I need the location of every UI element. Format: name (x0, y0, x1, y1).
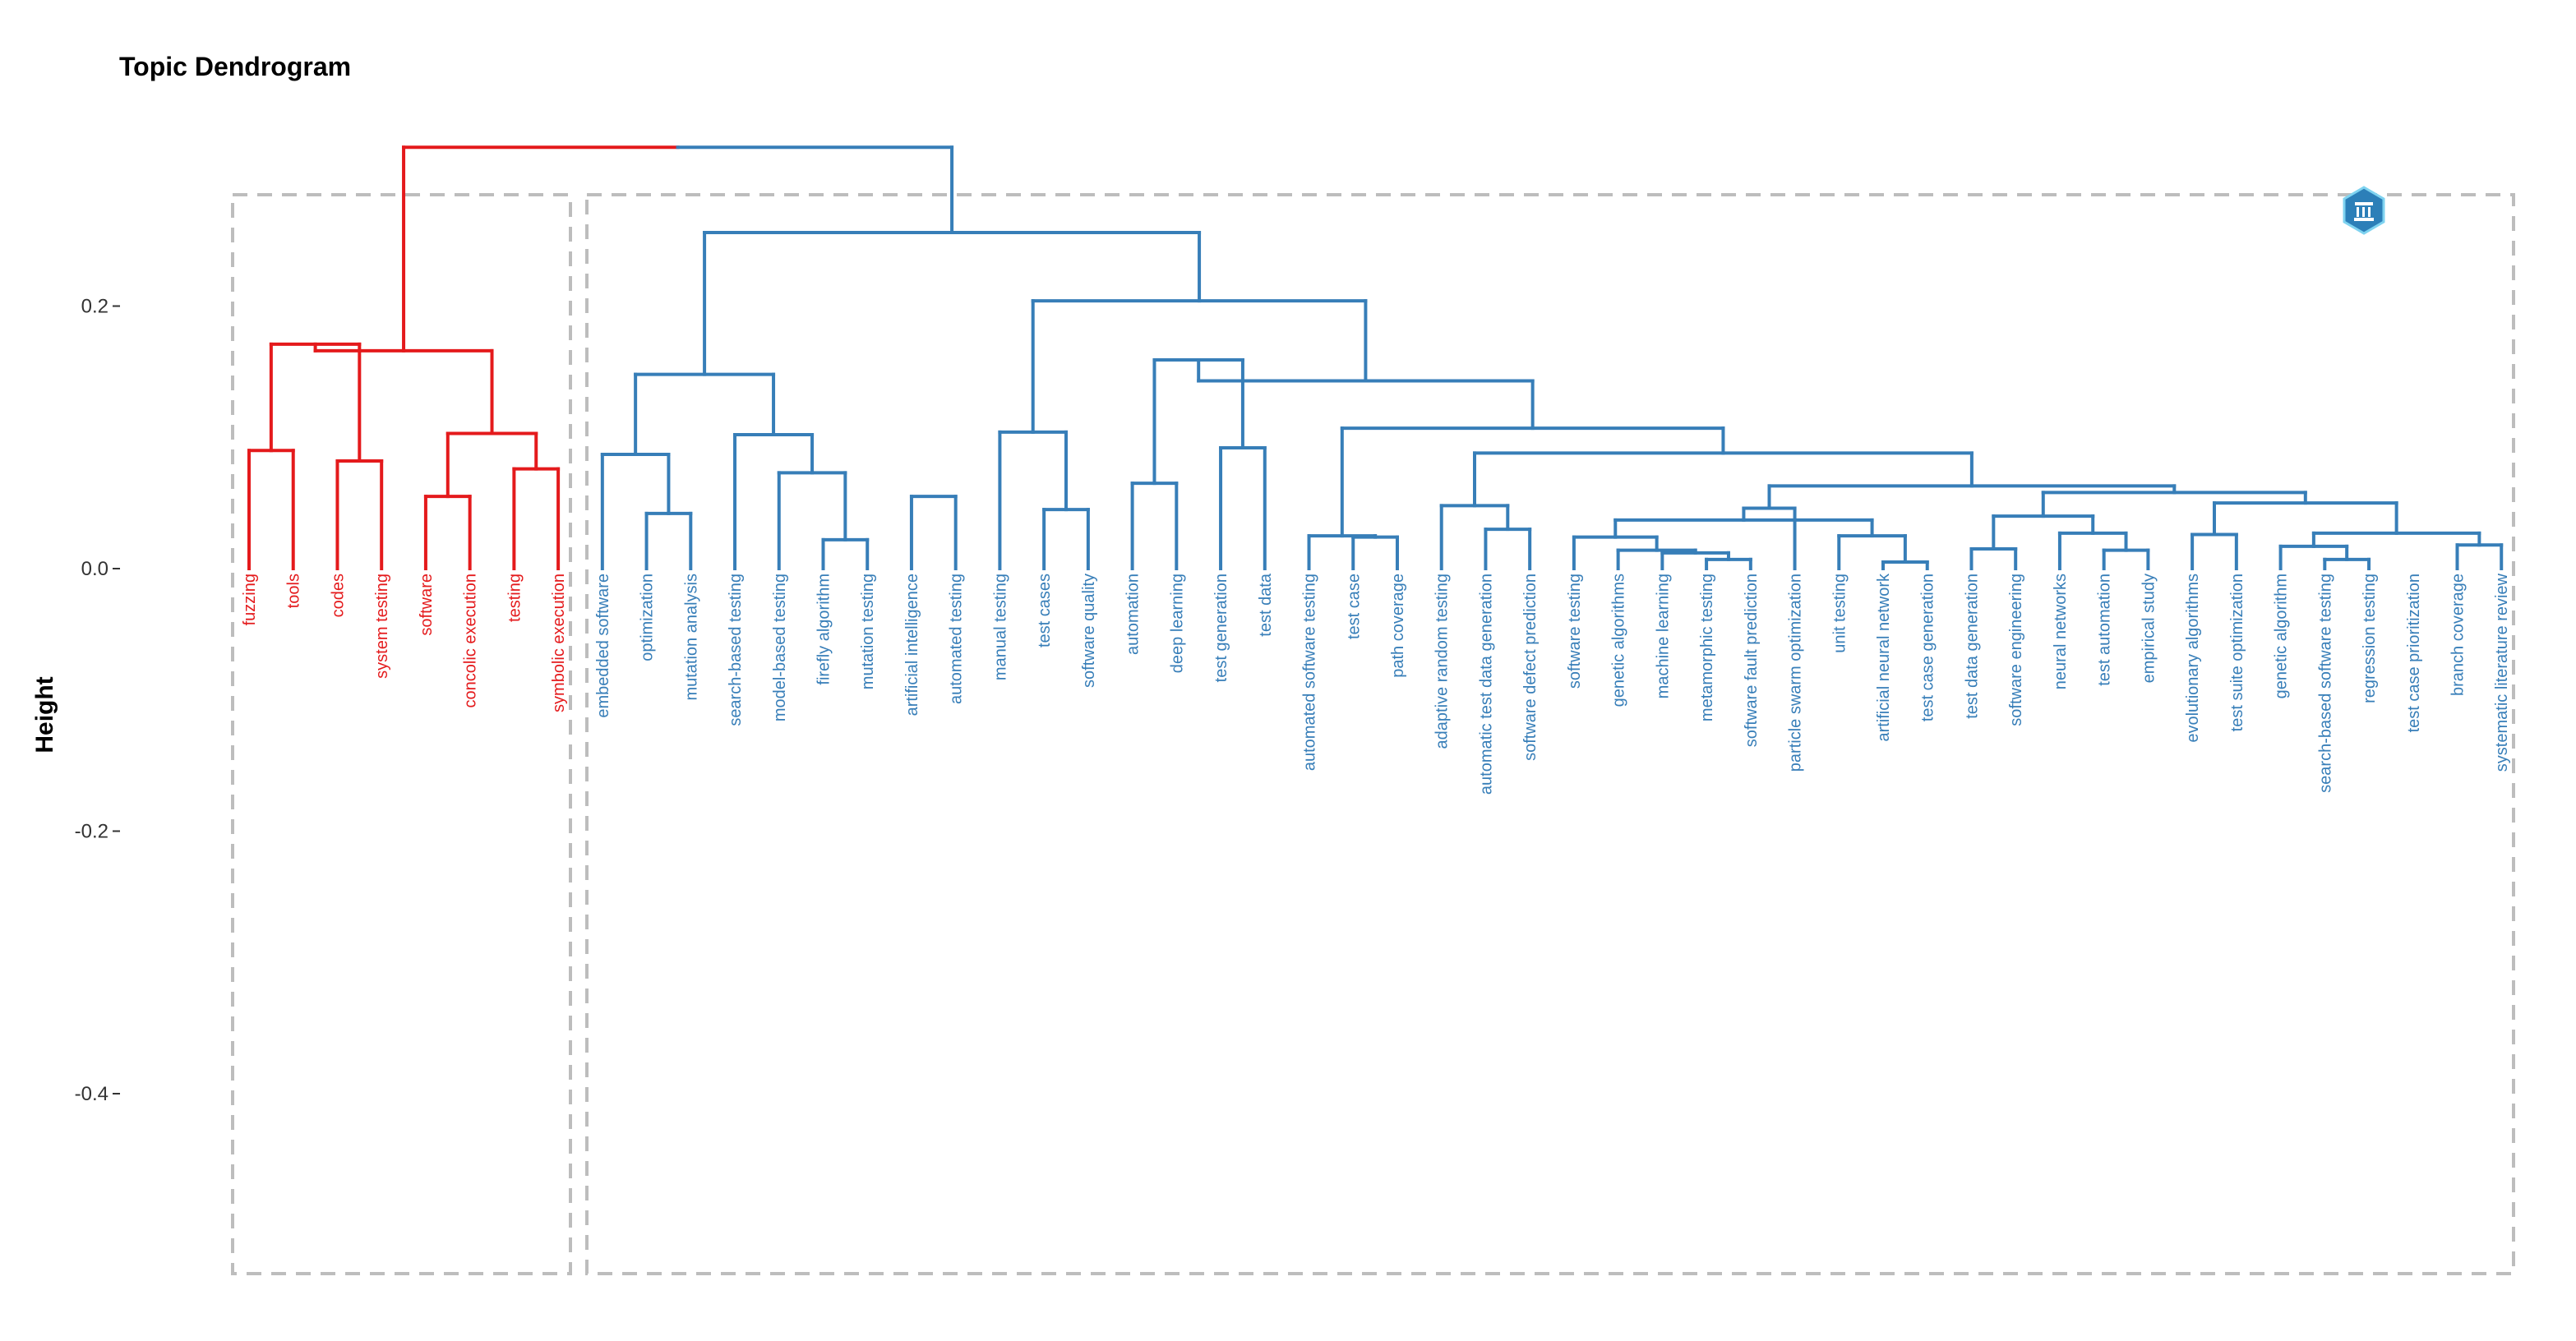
leaf-label: unit testing (1830, 574, 1849, 653)
leaf-label: test data (1257, 573, 1275, 637)
leaf-label: search-based software testing (2316, 574, 2334, 793)
leaf-label: empirical study (2140, 574, 2158, 683)
leaf-label: software engineering (2007, 574, 2025, 726)
leaf-label: test case prioritization (2405, 574, 2423, 732)
leaf-label: software testing (1566, 574, 1584, 689)
leaf-label: test suite optimization (2228, 574, 2246, 731)
leaf-label: embedded software (594, 574, 612, 718)
leaf-label: automated software testing (1301, 574, 1319, 771)
leaf-label: particle swarm optimization (1787, 574, 1805, 772)
y-tick-label: -0.4 (75, 1083, 108, 1105)
leaf-label: system testing (373, 574, 391, 679)
leaf-label: automatic test data generation (1477, 574, 1495, 795)
leaf-label: fuzzing (241, 574, 259, 625)
leaf-label: tools (285, 574, 303, 608)
leaf-label: adaptive random testing (1433, 574, 1452, 749)
leaf-label: genetic algorithms (1610, 574, 1628, 707)
y-axis-label: Height (31, 676, 58, 753)
leaf-label: software defect prediction (1521, 574, 1540, 761)
chart-title: Topic Dendrogram (119, 52, 351, 81)
logo-icon (2343, 186, 2385, 235)
leaf-label: neural networks (2052, 574, 2070, 689)
leaf-label: codes (329, 574, 347, 617)
leaf-label: test automation (2096, 574, 2114, 686)
y-axis: 0.2 0.0 -0.2 -0.4 (75, 296, 120, 1105)
leaf-label: test case generation (1919, 574, 1937, 721)
leaf-label: testing (506, 574, 524, 622)
cluster-boxes (231, 193, 2515, 1275)
leaf-label: search-based testing (727, 574, 745, 726)
dendrogram-branches (247, 145, 2504, 570)
leaf-label: artificial neural network (1875, 573, 1893, 742)
leaf-label: metamorphic testing (1698, 574, 1716, 721)
leaf-label: symbolic execution (550, 574, 568, 712)
leaf-label: firefly algorithm (815, 574, 833, 685)
leaf-label: manual testing (991, 574, 1009, 680)
leaf-label: automated testing (948, 574, 966, 704)
leaf-label: test cases (1036, 574, 1054, 647)
leaf-label: deep learning (1168, 574, 1186, 673)
leaf-label: test case (1345, 574, 1363, 639)
leaf-label: optimization (639, 574, 657, 661)
leaf-label: machine learning (1654, 574, 1672, 698)
leaf-labels: fuzzing tools codes system testing software c… (241, 573, 2511, 795)
leaf-label: automation (1124, 574, 1143, 655)
leaf-label: evolutionary algorithms (2184, 574, 2202, 743)
y-tick-label: 0.2 (81, 296, 108, 318)
leaf-label: software quality (1080, 574, 1098, 688)
cluster-box (585, 193, 2515, 1275)
y-tick-label: -0.2 (75, 821, 108, 843)
leaf-label: software (418, 574, 436, 636)
leaf-label: software fault prediction (1743, 574, 1761, 747)
y-tick-label: 0.0 (81, 558, 108, 580)
leaf-label: regression testing (2361, 574, 2379, 703)
leaf-label: artificial intelligence (903, 574, 921, 716)
leaf-label: path coverage (1389, 574, 1407, 678)
leaf-label: test generation (1212, 574, 1230, 682)
leaf-label: systematic literature review (2493, 573, 2511, 772)
leaf-label: mutation testing (859, 574, 877, 689)
leaf-label: branch coverage (2449, 574, 2468, 696)
leaf-label: mutation analysis (682, 574, 700, 701)
cluster-box (231, 193, 572, 1275)
leaf-label: genetic algorithm (2273, 574, 2291, 698)
leaf-label: concolic execution (462, 574, 480, 707)
leaf-label: model-based testing (771, 574, 789, 721)
leaf-label: test data generation (1963, 574, 1981, 719)
